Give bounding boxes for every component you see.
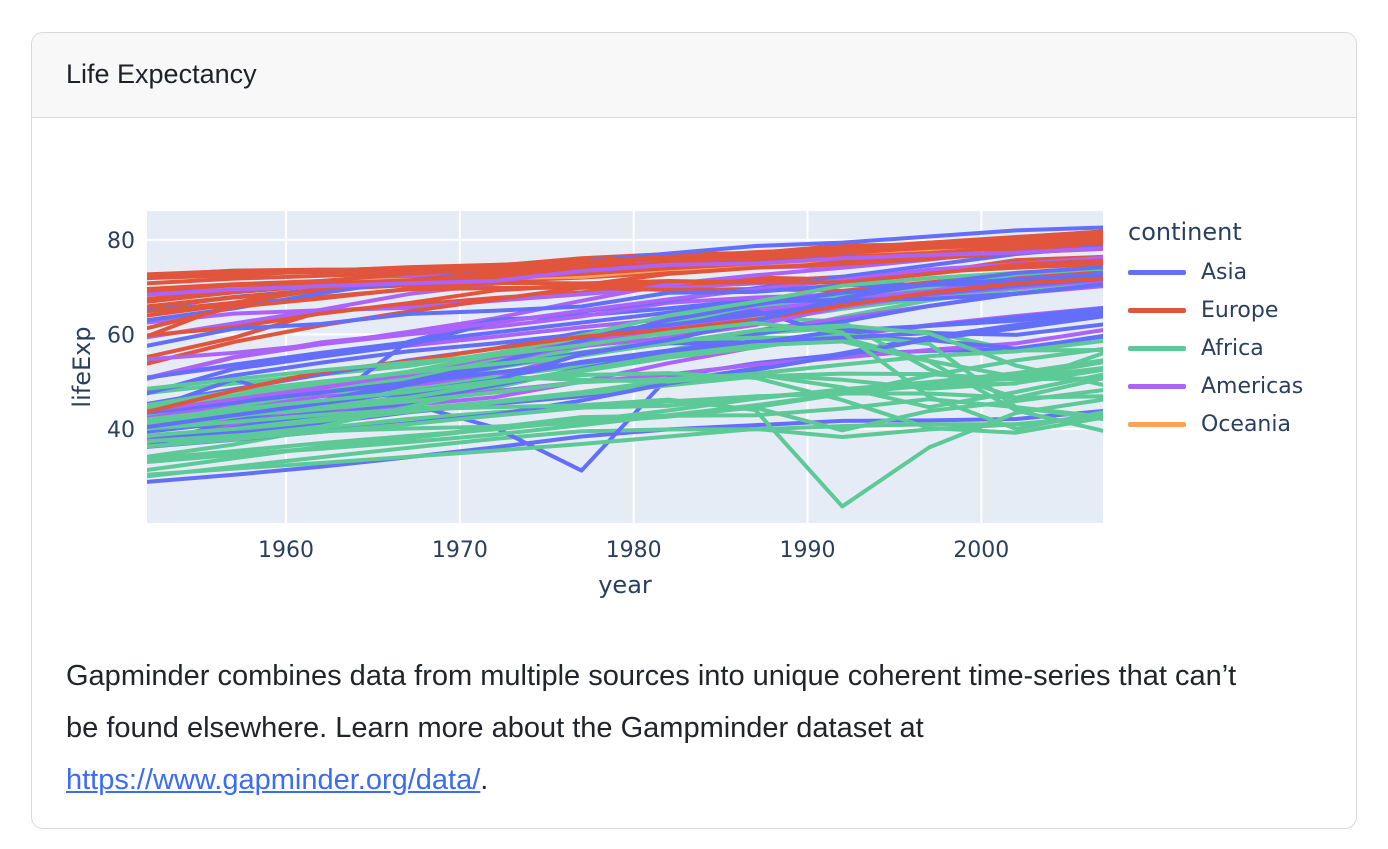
country-line[interactable]	[147, 320, 1103, 431]
country-line[interactable]	[147, 265, 1103, 429]
legend-item-americas[interactable]: Americas	[1128, 368, 1303, 406]
country-line[interactable]	[147, 276, 1103, 414]
country-line[interactable]	[147, 255, 1103, 380]
chart-legend: continent Asia Europe Africa Americas Oceani…	[1128, 218, 1303, 444]
country-line[interactable]	[147, 323, 1103, 408]
country-line[interactable]	[147, 413, 1103, 478]
card-title: Life Expectancy	[66, 59, 257, 89]
country-line[interactable]	[147, 338, 1103, 438]
country-line[interactable]	[147, 408, 1103, 484]
legend-swatch-icon	[1128, 422, 1186, 428]
country-line[interactable]	[147, 246, 1103, 297]
country-line[interactable]	[147, 397, 1103, 509]
legend-item-europe[interactable]: Europe	[1128, 292, 1303, 330]
x-axis-title: year	[598, 571, 652, 599]
country-line[interactable]	[147, 233, 1103, 313]
country-line[interactable]	[147, 387, 1103, 464]
legend-title: continent	[1128, 217, 1242, 246]
country-line[interactable]	[147, 266, 1103, 409]
y-tick-label: 80	[107, 229, 135, 254]
legend-label: Africa	[1201, 336, 1264, 362]
country-line[interactable]	[147, 246, 1103, 338]
country-line[interactable]	[147, 229, 1103, 291]
legend-swatch-icon	[1128, 270, 1186, 276]
country-line[interactable]	[147, 273, 1103, 348]
legend-label: Europe	[1201, 298, 1279, 324]
legend-swatch-icon	[1128, 308, 1186, 314]
chart-svg[interactable]: 40 60 80 1960 1970 1980 1990 2000 year lifeExp	[32, 118, 1356, 618]
description-text: Gapminder combines data from multiple so…	[66, 659, 1237, 744]
legend-label: Americas	[1201, 374, 1304, 400]
legend-label: Oceania	[1201, 412, 1291, 438]
card-header: Life Expectancy	[32, 33, 1356, 118]
legend-items: Asia Europe Africa Americas Oceania	[1128, 254, 1303, 444]
legend-item-africa[interactable]: Africa	[1128, 330, 1303, 368]
x-tick-label: 1960	[258, 538, 314, 563]
y-tick-label: 40	[107, 418, 135, 443]
description: Gapminder combines data from multiple so…	[66, 650, 1256, 807]
country-line[interactable]	[147, 258, 1103, 330]
country-line[interactable]	[147, 282, 1103, 380]
country-line[interactable]	[147, 370, 1103, 435]
legend-swatch-icon	[1128, 346, 1186, 352]
description-period: .	[480, 764, 489, 797]
y-tick-label: 60	[107, 323, 135, 348]
country-line[interactable]	[147, 240, 1103, 293]
card-body: 40 60 80 1960 1970 1980 1990 2000 year lifeExp co…	[32, 118, 1356, 828]
life-expectancy-card: Life Expectancy 40 60 80 1960 1970 1980 1990 20…	[31, 32, 1357, 829]
x-tick-label: 2000	[953, 538, 1009, 563]
legend-label: Asia	[1201, 260, 1248, 286]
country-line[interactable]	[147, 391, 1103, 449]
legend-swatch-icon	[1128, 384, 1186, 390]
life-expectancy-chart: 40 60 80 1960 1970 1980 1990 2000 year lifeExp co…	[32, 118, 1356, 618]
x-tick-label: 1970	[432, 538, 488, 563]
y-axis-title: lifeExp	[68, 326, 96, 407]
series-lines	[147, 225, 1103, 509]
gapminder-link[interactable]: https://www.gapminder.org/data/	[66, 764, 481, 797]
legend-item-asia[interactable]: Asia	[1128, 254, 1303, 292]
country-line[interactable]	[147, 306, 1103, 415]
x-tick-label: 1980	[606, 538, 662, 563]
legend-item-oceania[interactable]: Oceania	[1128, 406, 1303, 444]
x-tick-label: 1990	[780, 538, 836, 563]
